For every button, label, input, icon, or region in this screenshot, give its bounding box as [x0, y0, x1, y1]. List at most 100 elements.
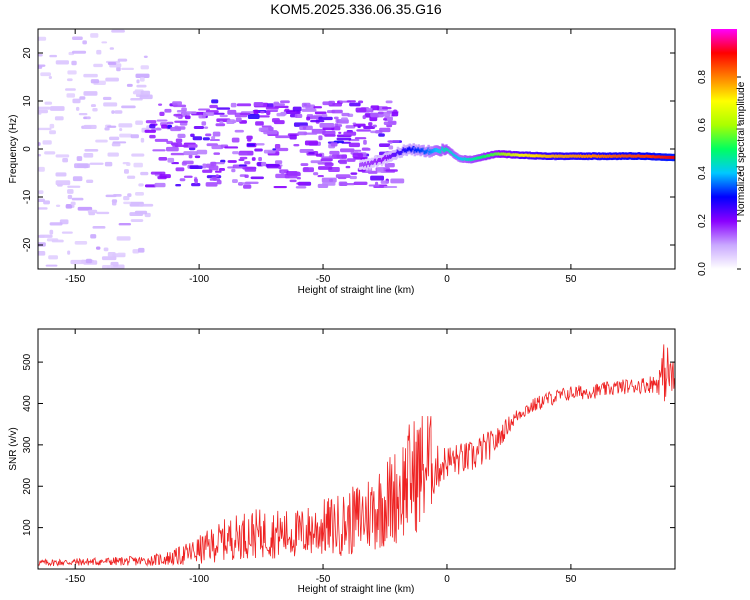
spectrogram-noise-cell	[62, 158, 69, 163]
spectrogram-noise-cell	[145, 120, 157, 124]
spectrogram-noise-cell	[55, 172, 67, 177]
spectrogram-noise-cell	[339, 159, 348, 165]
spectrogram-noise-cell	[295, 186, 307, 189]
spectrogram-noise-cell	[234, 129, 244, 133]
spectrogram-noise-cell	[111, 142, 121, 147]
spectrogram-noise-cell	[313, 172, 319, 176]
spectrogram-noise-cell	[238, 164, 247, 167]
spectrogram-noise-cell	[116, 236, 131, 241]
spectrogram-noise-cell	[355, 107, 367, 113]
spectrogram-noise-cell	[40, 72, 52, 77]
spectrogram-noise-cell	[61, 231, 73, 234]
spectrogram-noise-cell	[43, 200, 50, 205]
spectrogram-noise-cell	[335, 174, 351, 178]
spectrogram-noise-cell	[369, 116, 378, 122]
spectrogram-noise-cell	[86, 179, 94, 183]
spectrogram-noise-cell	[301, 102, 311, 108]
spectrogram-noise-cell	[167, 157, 175, 163]
spectrogram-noise-cell	[302, 126, 307, 130]
spectrogram-noise-cell	[274, 144, 281, 149]
spectrogram-noise-cell	[74, 163, 89, 169]
spectrogram-noise-cell	[227, 166, 235, 169]
spectrogram-noise-cell	[348, 142, 360, 148]
colorbar-tick-label: 0.2	[697, 214, 708, 228]
spectrogram-noise-cell	[383, 121, 397, 126]
spectrogram-noise-cell	[268, 126, 274, 132]
spectrogram-noise-cell	[231, 168, 236, 173]
spectrogram-noise-cell	[72, 36, 83, 40]
spectrogram-noise-cell	[354, 149, 362, 152]
spectrogram-noise-cell	[376, 167, 384, 173]
spectrogram-noise-cell	[140, 137, 145, 143]
spectrogram-noise-cell	[194, 180, 198, 184]
spectrogram-noise-cell	[202, 137, 210, 141]
spectrogram-x-ticks: -150 -100 -50 0 50	[65, 29, 577, 285]
spectrogram-noise-cell	[255, 143, 265, 146]
spectrogram-noise-cell	[174, 120, 188, 123]
spectrogram-noise-cell	[71, 60, 77, 66]
spectrogram-noise-cell	[104, 127, 110, 131]
spectrogram-noise-cell	[103, 247, 109, 252]
spectrogram-noise-cell	[130, 97, 143, 101]
spectrogram-noise-cell	[111, 202, 117, 206]
spectrogram-noise-cell	[346, 100, 356, 103]
spectrogram-noise-cell	[333, 116, 339, 120]
y-tick-label: 0	[22, 146, 33, 152]
spectrogram-noise-cell	[356, 129, 371, 132]
colorbar-gradient	[711, 29, 737, 269]
spectrogram-noise-cell	[265, 163, 280, 167]
spectrogram-noise-cell	[205, 133, 212, 137]
spectrogram-noise-cell	[334, 123, 339, 127]
spectrogram-noise-cell	[226, 119, 236, 122]
spectrogram-noise-cell	[227, 109, 237, 115]
y-tick-label: 20	[22, 47, 33, 59]
spectrogram-noise-cell	[96, 211, 110, 215]
snr-series-line	[38, 344, 675, 567]
colorbar-tick-label: 0.6	[697, 118, 708, 132]
spectrogram-noise-cell	[244, 174, 249, 179]
spectrogram-noise-cell	[112, 141, 127, 144]
spectrogram-noise-cell	[149, 124, 156, 129]
y-tick-label: 400	[22, 395, 33, 412]
spectrogram-noise-cell	[211, 99, 219, 104]
spectrogram-noise-cell	[266, 110, 271, 116]
x-tick-label: -100	[189, 574, 209, 585]
x-tick-label: -50	[316, 274, 331, 285]
spectrogram-noise-cell	[352, 153, 363, 158]
spectrogram-noise-cell	[67, 194, 73, 200]
spectrogram-noise-cell	[83, 153, 94, 158]
spectrogram-noise-cell	[127, 193, 132, 197]
spectrogram-noise-cell	[67, 250, 71, 255]
spectrogram-noise-cell	[83, 73, 98, 78]
spectrogram-noise-cell	[263, 149, 276, 154]
spectrogram-noise-cell	[235, 117, 242, 123]
spectrogram-noise-cell	[214, 170, 222, 173]
spectrogram-noise-cell	[341, 112, 350, 117]
spectrogram-noise-cell	[304, 140, 318, 146]
spectrogram-noise-cell	[363, 125, 376, 130]
spectrogram-noise-cell	[329, 150, 340, 155]
spectrogram-noise-cell	[269, 109, 279, 112]
x-tick-label: -150	[65, 574, 85, 585]
spectrogram-noise-cell	[55, 204, 61, 208]
spectrogram-noise-cell	[321, 156, 334, 159]
spectrogram-noise-cell	[273, 185, 287, 189]
spectrogram-noise-cell	[111, 199, 118, 204]
spectrogram-noise-cell	[104, 161, 113, 167]
spectrogram-noise-cell	[219, 114, 228, 118]
spectrogram-noise-cell	[341, 117, 348, 121]
spectrogram-noise-cell	[172, 101, 182, 106]
spectrogram-noise-cell	[331, 154, 344, 159]
spectrogram-noise-cell	[171, 162, 179, 165]
spectrogram-noise-cell	[391, 111, 399, 117]
x-tick-label: -50	[316, 574, 331, 585]
spectrogram-noise-cell	[139, 203, 154, 207]
spectrogram-noise-cell	[133, 162, 143, 168]
spectrogram-noise-cell	[90, 33, 99, 38]
snr-x-ticks: -150 -100 -50 0 50	[65, 329, 577, 585]
spectrogram-noise-cell	[90, 79, 100, 84]
spectrogram-noise-cell	[156, 119, 168, 122]
spectrogram-noise-cell	[383, 185, 398, 189]
spectrogram-noise-cell	[289, 179, 297, 183]
spectrogram-noise-cell	[239, 112, 251, 115]
